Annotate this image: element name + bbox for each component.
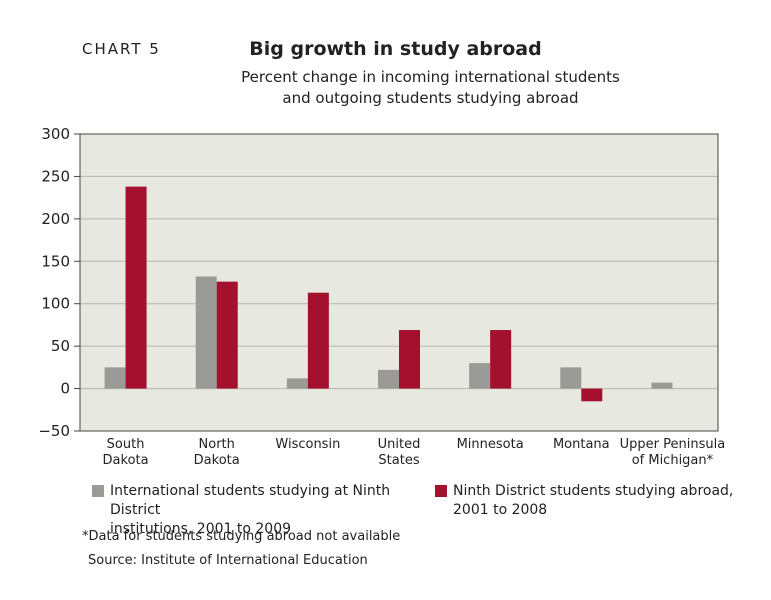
x-tick-label: Upper Peninsula of Michigan* [620,437,726,468]
bar-international [195,276,217,389]
x-tick-label: Montana [553,437,610,452]
x-tick-label-line: Dakota [194,453,240,468]
x-tick-label-line: Dakota [103,453,149,468]
y-tick-label: 300 [41,125,70,143]
legend-label-line: Ninth District students studying abroad, [453,483,734,499]
x-tick-label-line: of Michigan* [632,453,714,468]
x-tick-label: Minnesota [457,437,524,452]
bar-international [469,363,491,389]
legend-swatch-red [435,485,447,497]
x-tick-label: Wisconsin [275,437,340,452]
legend-label-line: institutions, 2001 to 2009 [110,521,292,537]
y-tick-label: 150 [41,252,70,270]
x-tick-label: South Dakota [103,437,149,468]
x-tick-label-line: North [199,437,235,452]
x-tick-label-line: States [378,453,419,468]
chart-label: CHART 5 [82,40,161,58]
y-tick-label: 50 [51,337,70,355]
bar-international [651,382,673,389]
legend-label-line: International students studying at Ninth… [110,483,391,518]
y-tick-label: 100 [41,295,70,313]
legend-label-international: International students studying at Ninth… [110,482,440,539]
chart-title: Big growth in study abroad [249,38,542,60]
subtitle-line-2: and outgoing students studying abroad [282,89,579,107]
x-tick-label-line: South [107,437,145,452]
y-tick-label: 250 [41,167,70,185]
bar-abroad [125,186,147,389]
bar-abroad [399,330,420,389]
x-tick-label: United States [378,437,421,468]
bar-international [286,378,308,389]
legend-label-abroad: Ninth District students studying abroad,… [453,482,771,520]
chart-subtitle: Percent change in incoming international… [0,67,771,109]
footnote: *Data for students studying abroad not a… [82,529,401,544]
x-tick-label-line: United [378,437,421,452]
bar-international [378,369,399,389]
y-tick-label: 0 [60,380,70,398]
bar-abroad [216,281,238,389]
x-tick-label-line: Upper Peninsula [620,437,726,452]
legend-swatch-gray [92,485,104,497]
x-tick-label: North Dakota [194,437,240,468]
subtitle-line-1: Percent change in incoming international… [241,68,620,86]
bar-international [104,367,126,389]
bar-abroad [581,388,603,402]
source-note: Source: Institute of International Educa… [88,553,368,568]
bar-international [560,367,582,389]
y-tick-label: 200 [41,210,70,228]
plot-frame [79,133,719,432]
y-tick-label: −50 [38,422,70,440]
x-tick-label-line: Wisconsin [275,437,340,452]
x-tick-label-line: Minnesota [457,437,524,452]
x-tick-label-line: Montana [553,437,610,452]
legend-label-line: 2001 to 2008 [453,502,548,518]
bar-abroad [490,330,512,389]
bar-abroad [307,292,329,389]
